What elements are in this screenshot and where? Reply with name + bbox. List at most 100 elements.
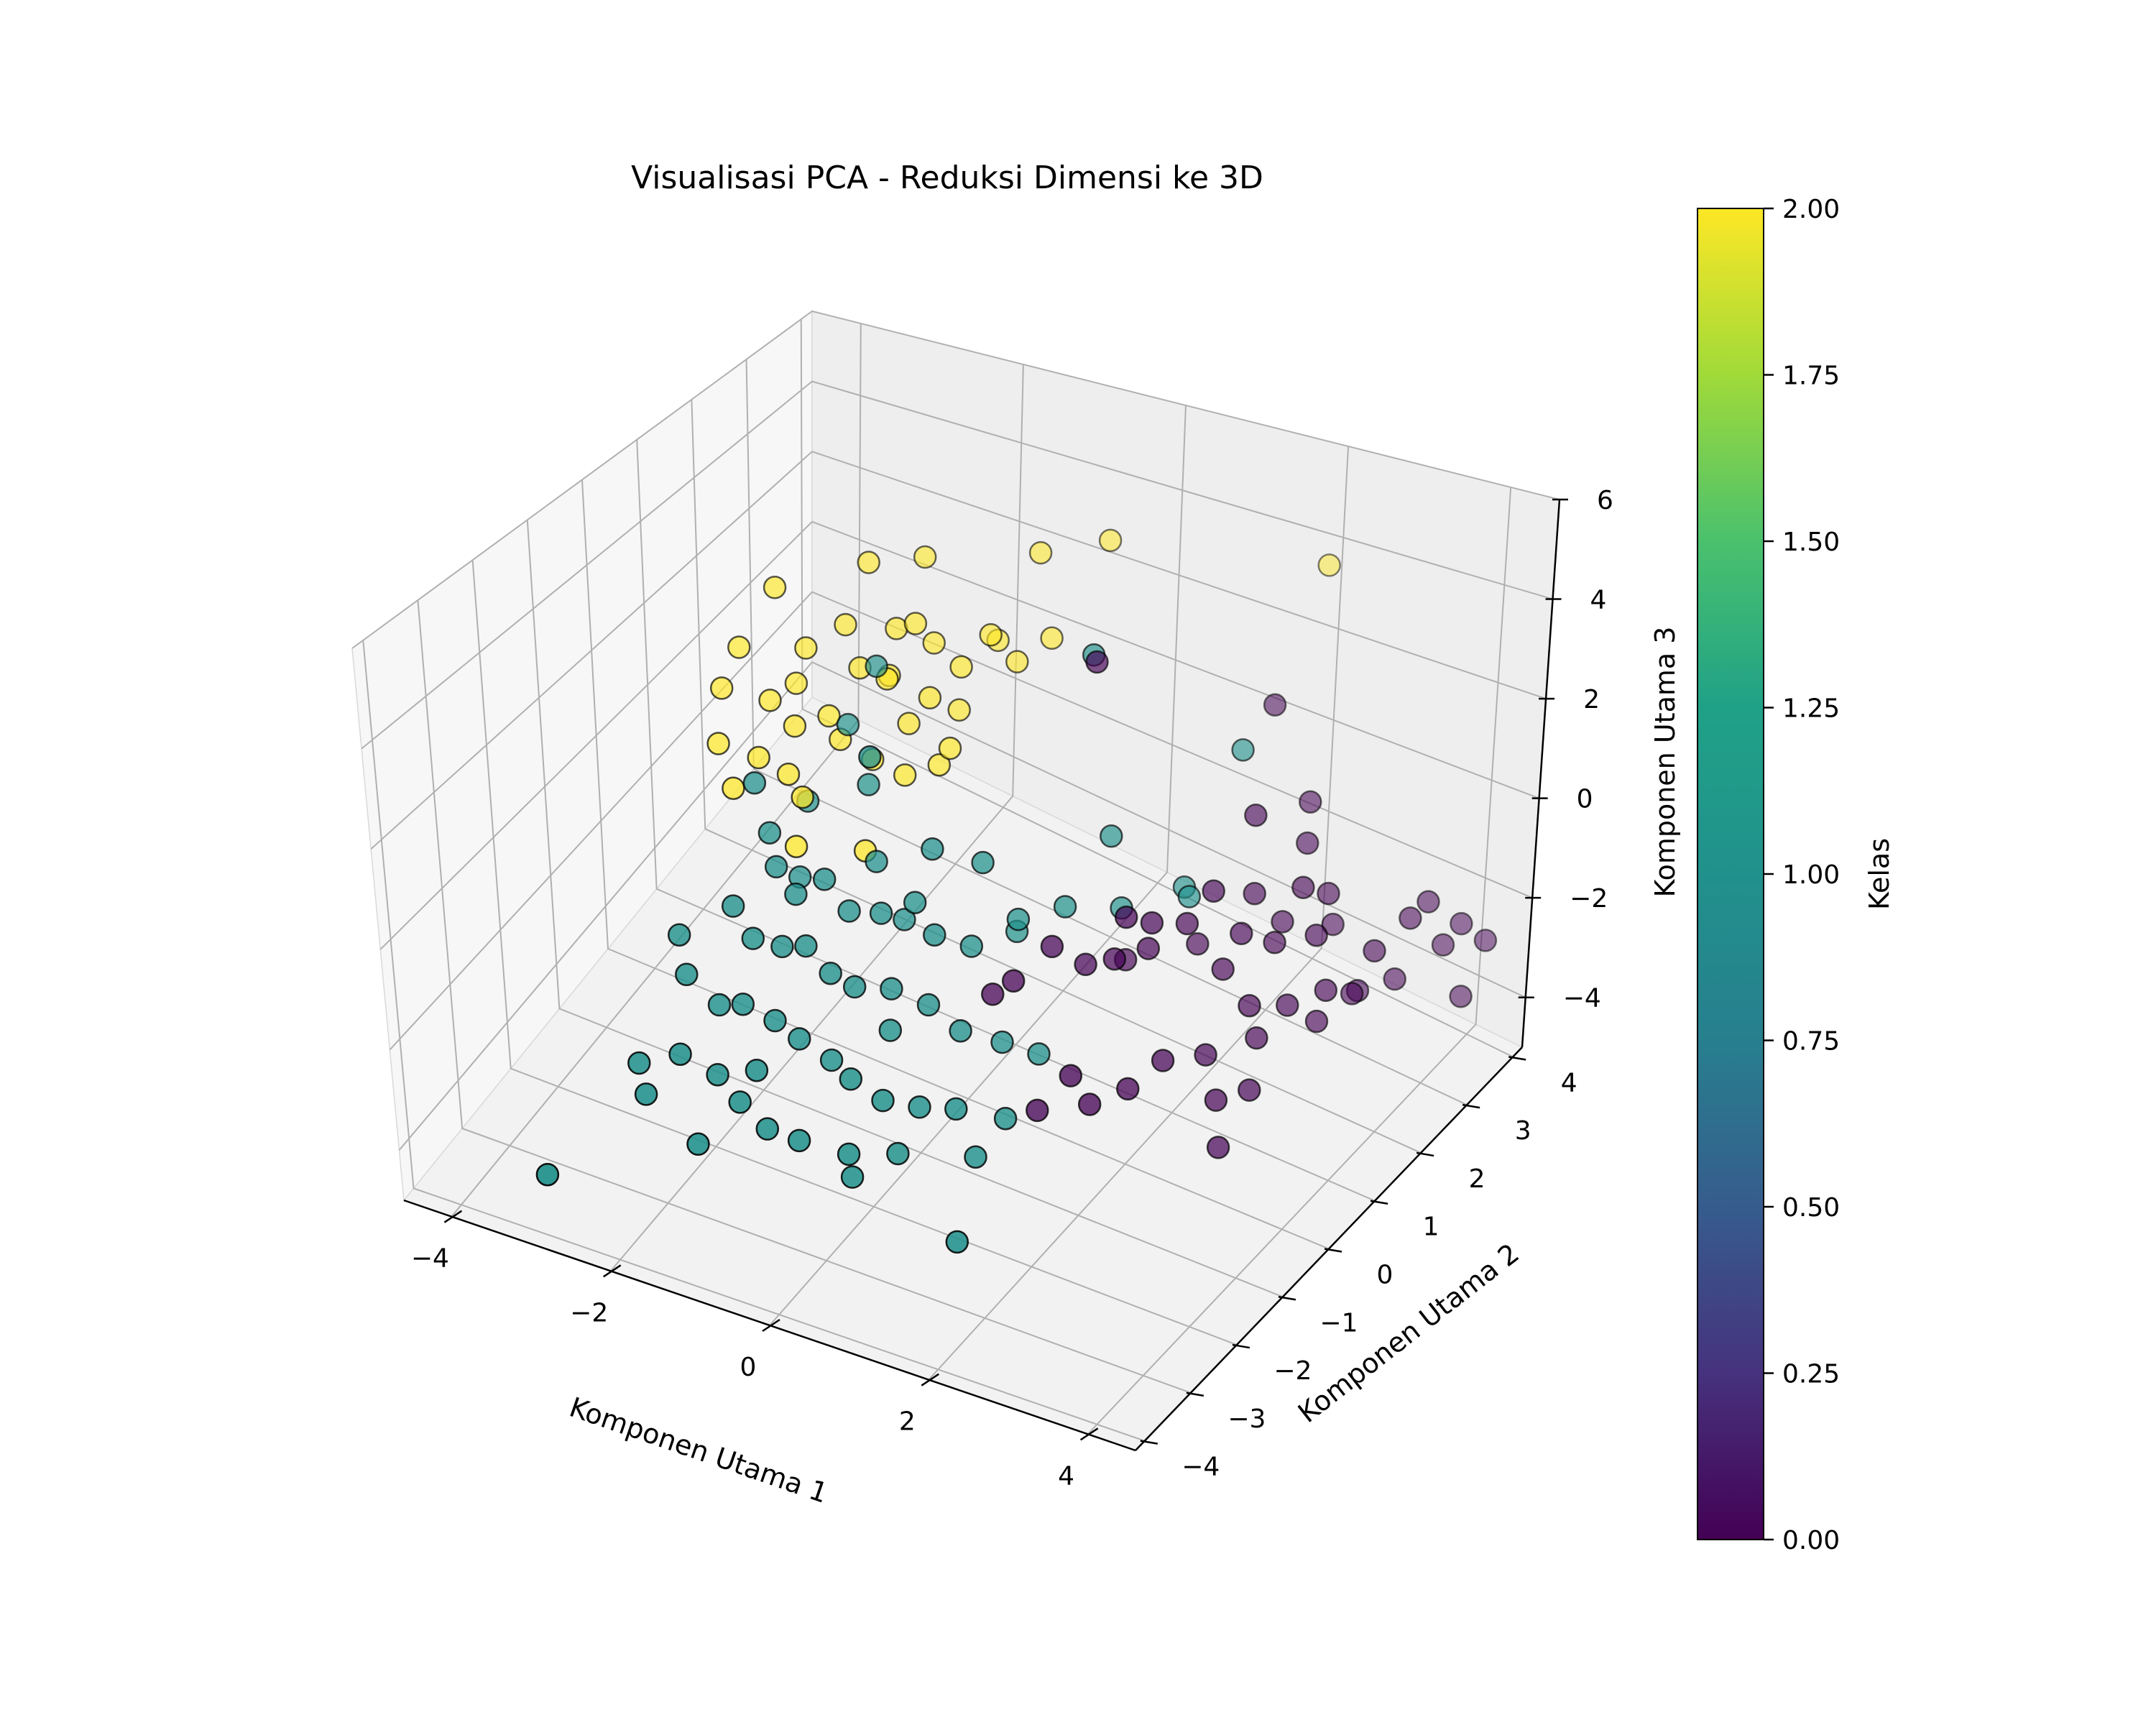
scatter-point-class-0 [1244,804,1268,827]
y-tick-mark [1370,1200,1388,1205]
scatter-point-class-1 [757,821,782,845]
scatter-point-class-0 [1363,939,1386,963]
scatter-point-class-1 [627,1051,651,1075]
colorbar-tick-label: 0.50 [1782,1193,1840,1223]
colorbar-tick-label: 0.25 [1782,1360,1840,1389]
x-tick-mark [603,1264,622,1278]
scatter-point-class-2 [763,576,787,599]
colorbar-tick-label: 1.75 [1782,362,1840,391]
z-tick-label: 0 [1577,785,1593,814]
scatter-point-class-0 [1116,1077,1140,1101]
scatter-point-class-2 [897,712,921,735]
scatter-point-class-2 [913,545,937,569]
scatter-point-class-2 [776,762,801,786]
z-tick-label: −4 [1563,984,1601,1013]
gridline-z [389,591,1533,1051]
scatter-point-class-1 [1100,824,1123,848]
scatter-point-class-1 [819,961,842,985]
gridline-y [417,599,1192,1394]
y-tick-mark [1140,1440,1158,1445]
scatter-point-class-2 [834,612,857,637]
scatter-point-class-1 [880,977,903,1000]
scatter-point-class-1 [886,1141,910,1166]
gridline-x [769,405,1187,1326]
scatter-point-class-1 [858,745,882,769]
scatter-point-class-1 [763,1008,787,1033]
y-tick-label: −1 [1319,1308,1358,1338]
colorbar [1697,208,1764,1540]
scatter-point-class-0 [1001,969,1026,993]
scatter-point-class-2 [893,763,917,787]
scatter-point-class-1 [893,908,916,932]
scatter-point-class-2 [758,689,782,712]
scatter-point-class-1 [788,1027,811,1051]
gridline-y [362,640,1146,1442]
scatter-point-class-0 [1238,1078,1261,1102]
scatter-points [535,528,1498,1254]
scatter-point-class-0 [1383,967,1406,991]
scatter-point-class-1 [745,1058,769,1082]
scatter-point-class-1 [990,1030,1014,1054]
scatter-point-class-0 [1186,932,1210,956]
z-axis-line [1521,499,1561,1048]
scatter-point-class-2 [947,698,971,722]
scatter-point-class-2 [949,655,973,679]
scatter-point-class-0 [1340,982,1364,1006]
scatter-point-class-1 [857,773,880,796]
scatter-point-class-1 [1027,1042,1051,1066]
scatter-point-class-1 [944,1097,968,1121]
scatter-point-class-2 [918,686,942,710]
scatter-point-class-1 [787,1128,811,1153]
scatter-point-class-0 [1416,890,1440,914]
scatter-point-class-0 [1114,905,1138,929]
scatter-point-class-1 [949,1019,972,1043]
scatter-point-class-0 [1304,1009,1329,1034]
scatter-point-class-0 [1074,952,1097,977]
scatter-point-class-0 [1102,947,1127,971]
scatter-point-class-0 [1194,1043,1217,1067]
scatter-point-class-2 [727,635,751,659]
z-axis-label: Komponen Utama 3 [1649,627,1681,898]
x-tick-mark [762,1318,780,1333]
scatter-point-class-0 [1314,978,1338,1002]
scatter-point-class-2 [783,714,807,738]
y-tick-label: 2 [1469,1164,1485,1194]
scatter-point-class-1 [837,1142,861,1167]
scatter-point-class-1 [812,868,837,891]
y-tick-mark [1232,1343,1250,1349]
scatter-point-class-1 [878,1018,903,1042]
scatter-point-class-1 [869,901,893,925]
scatter-point-class-0 [1291,875,1315,899]
gridline-x [1087,487,1512,1435]
x-tick-mark [921,1373,939,1386]
scatter-point-class-1 [634,1082,658,1106]
scatter-point-class-1 [706,1062,729,1087]
scatter-point-class-0 [1026,1098,1049,1123]
colorbar-tick-label: 1.00 [1782,860,1840,890]
gridline-z [379,520,1539,950]
scatter-point-class-0 [1296,831,1319,855]
scatter-point-class-2 [784,671,808,695]
scatter-point-class-2 [938,736,962,760]
scatter-point-class-1 [959,934,984,958]
scatter-point-class-2 [1317,553,1341,577]
colorbar-tick-label: 2.00 [1782,195,1840,224]
colorbar-tick-label: 1.25 [1782,694,1840,724]
colorbar-tick-label: 1.50 [1782,528,1840,557]
scatter-point-class-1 [836,712,860,737]
scatter-point-class-2 [1028,540,1053,565]
scatter-point-class-0 [1263,931,1286,954]
scatter-point-class-0 [1304,923,1328,947]
y-tick-label: 4 [1561,1068,1577,1098]
x-tick-mark [1079,1427,1099,1441]
scatter-point-class-2 [747,745,770,770]
scatter-point-class-2 [784,834,808,858]
colorbar-ticks: 0.00 0.25 0.50 0.75 1.00 1.25 1.50 1.75 2.00 [1764,195,1840,1555]
scatter-point-class-1 [839,1067,863,1091]
gridline-y [745,359,1468,1106]
scatter-point-class-2 [979,623,1003,647]
scatter-point-class-1 [686,1132,710,1156]
scatter-point-class-2 [1040,626,1064,650]
scatter-point-class-2 [791,785,814,809]
